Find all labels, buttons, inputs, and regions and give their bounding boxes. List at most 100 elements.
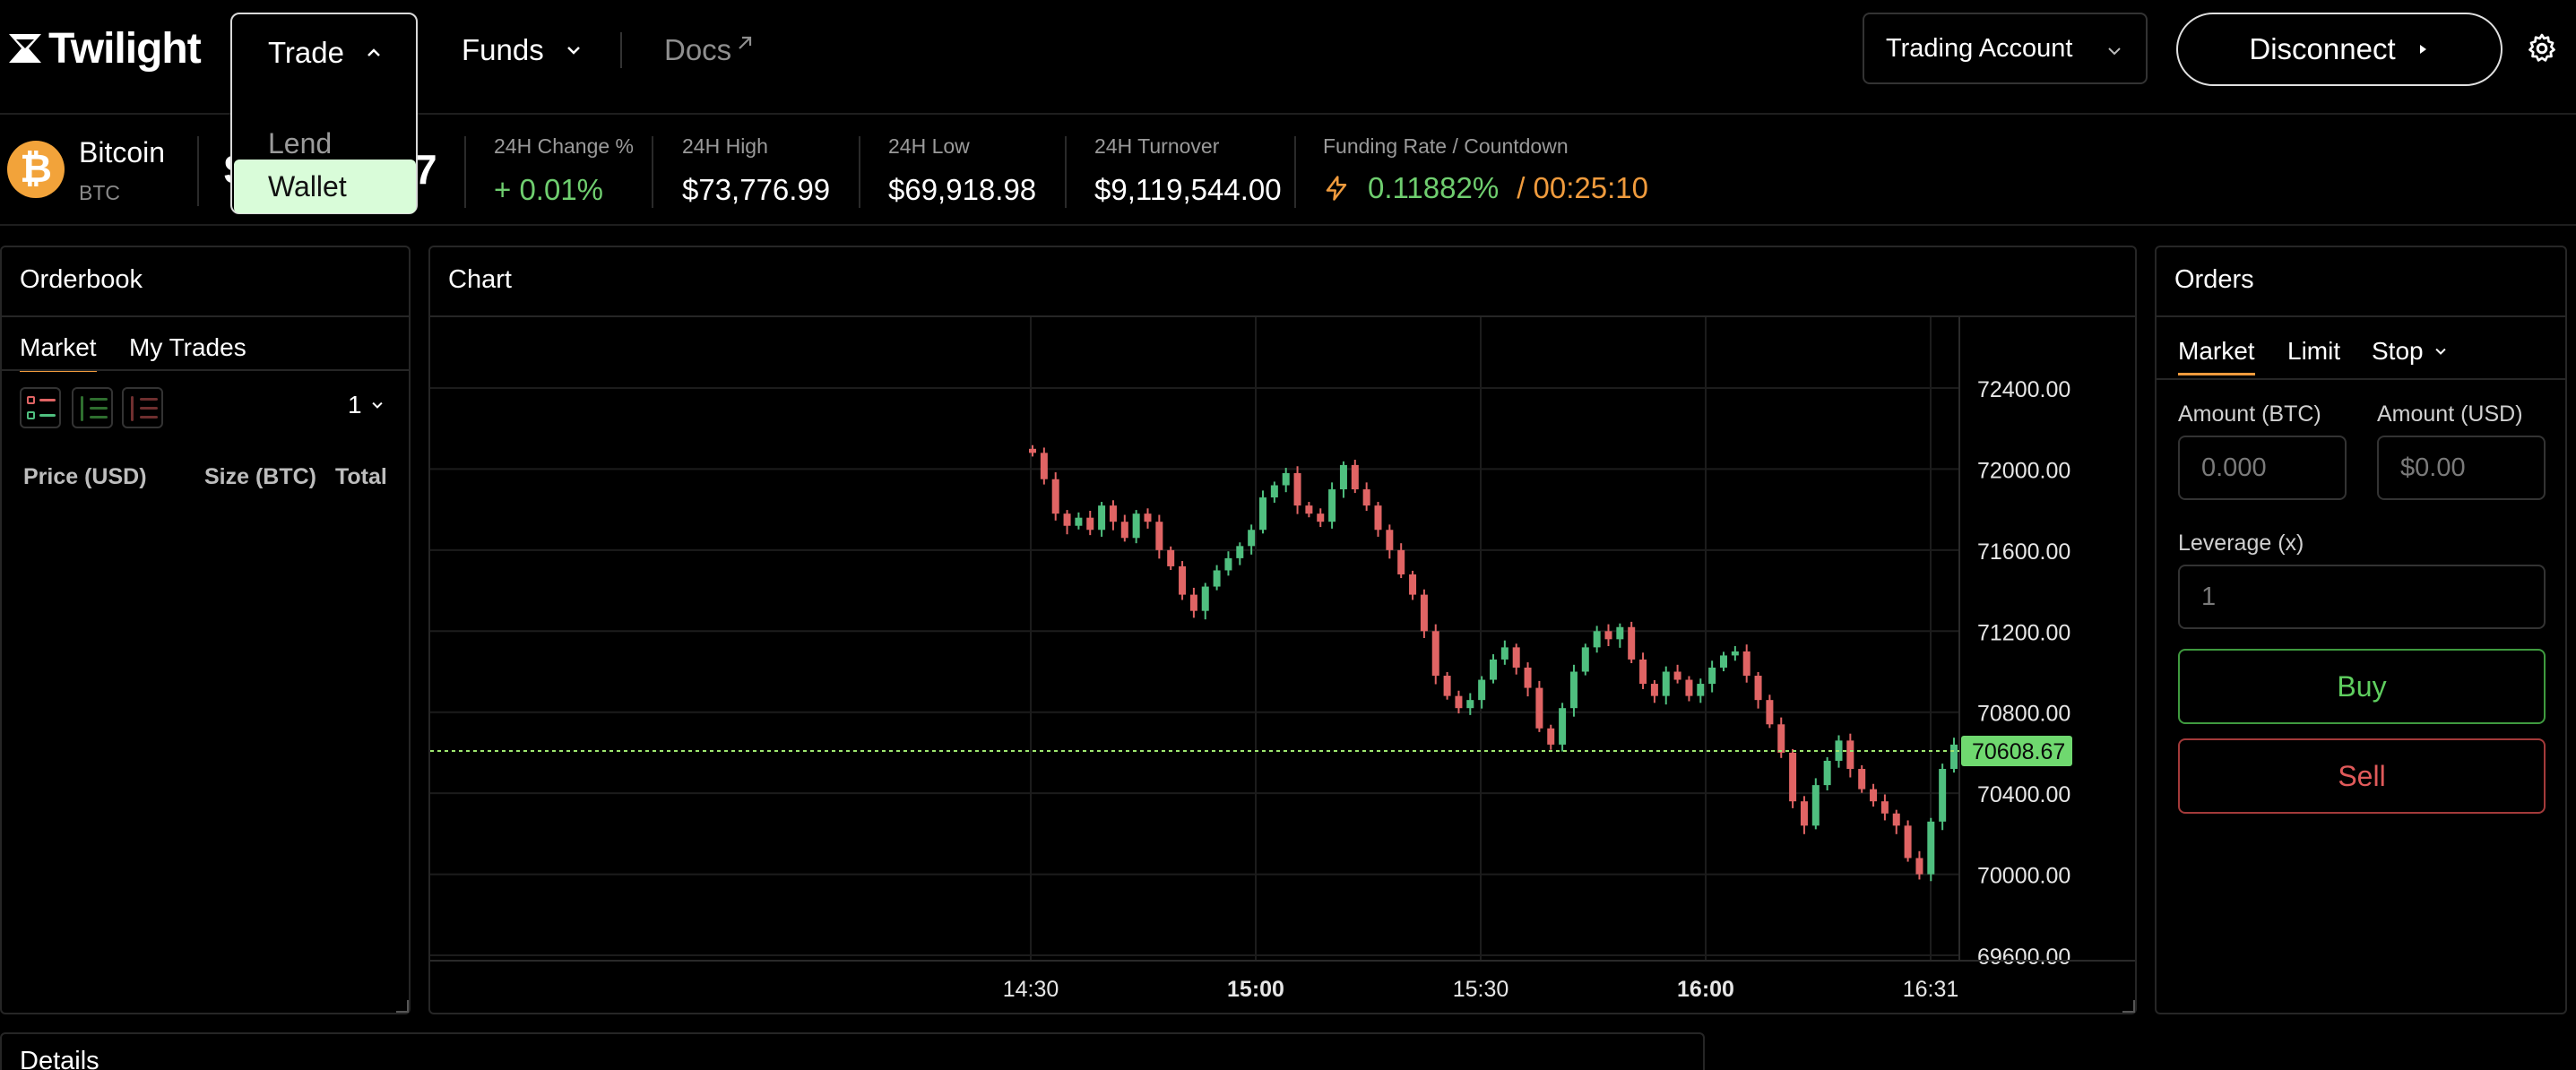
candle bbox=[1167, 546, 1175, 571]
candle bbox=[1040, 447, 1048, 485]
orderbook-tab-my-trades[interactable]: My Trades bbox=[129, 333, 246, 361]
candle bbox=[1685, 676, 1693, 702]
candle bbox=[1339, 461, 1347, 498]
candle bbox=[1305, 502, 1313, 518]
candle bbox=[1800, 796, 1808, 834]
candle bbox=[1179, 561, 1187, 600]
candle bbox=[1950, 738, 1958, 773]
orderbook-col-price: Price (USD) bbox=[23, 464, 147, 489]
orders-tab-limit[interactable]: Limit bbox=[2287, 337, 2341, 365]
buy-button[interactable]: Buy bbox=[2178, 649, 2546, 724]
logo-text: Twilight bbox=[48, 24, 202, 73]
candle bbox=[1777, 717, 1785, 758]
x-tick-label: 16:31 bbox=[1903, 977, 1959, 1002]
chevron-up-icon bbox=[367, 48, 380, 56]
orders-tab-market[interactable]: Market bbox=[2178, 337, 2255, 375]
orderbook-col-total: Total bbox=[335, 464, 387, 489]
candle bbox=[1524, 662, 1532, 697]
trading-account-select[interactable]: Trading Account bbox=[1863, 13, 2148, 84]
funding-row: 0.11882% / 00:25:10 bbox=[1323, 171, 1648, 205]
orderbook-view-bids-icon[interactable] bbox=[72, 387, 113, 428]
candle bbox=[1455, 690, 1463, 714]
candle bbox=[1317, 508, 1325, 528]
candle bbox=[1662, 666, 1670, 705]
amount-usd-input[interactable]: $0.00 bbox=[2377, 436, 2546, 500]
amount-btc-input[interactable]: 0.000 bbox=[2178, 436, 2347, 500]
candle bbox=[1248, 524, 1256, 555]
orders-panel: Orders Market Limit Stop Amount (BTC) 0.… bbox=[2155, 246, 2567, 1014]
stat-value: $73,776.99 bbox=[682, 173, 831, 206]
candle bbox=[1616, 623, 1624, 648]
orderbook-tab-market[interactable]: Market bbox=[20, 333, 97, 372]
candle bbox=[1811, 778, 1820, 830]
stat-label: Funding Rate / Countdown bbox=[1323, 134, 1569, 158]
candle bbox=[1708, 660, 1716, 693]
y-tick-label: 70800.00 bbox=[1977, 702, 2070, 727]
trade-menu-lend[interactable]: Lend bbox=[268, 127, 333, 160]
orders-tab-stop-label: Stop bbox=[2372, 337, 2424, 365]
chart-title: Chart bbox=[448, 265, 512, 294]
ticker-divider bbox=[1065, 136, 1067, 208]
candle bbox=[1051, 472, 1059, 521]
candle bbox=[1858, 764, 1866, 793]
trade-menu-wallet[interactable]: Wallet bbox=[234, 160, 416, 213]
stat-value: $69,918.98 bbox=[888, 173, 1037, 206]
leverage-label: Leverage (x) bbox=[2178, 531, 2304, 556]
orderbook-title: Orderbook bbox=[20, 265, 143, 294]
orders-tab-stop[interactable]: Stop bbox=[2372, 337, 2449, 373]
stat-24h-turnover: 24H Turnover $9,119,544.00 bbox=[1094, 134, 1282, 207]
candle bbox=[1293, 466, 1301, 514]
candle bbox=[1155, 514, 1163, 559]
stat-24h-high: 24H High $73,776.99 bbox=[682, 134, 830, 207]
stat-24h-change: 24H Change % + 0.01% bbox=[494, 134, 634, 207]
candle bbox=[1201, 582, 1209, 620]
orderbook-view-both-icon[interactable] bbox=[20, 387, 61, 428]
orderbook-depth-select[interactable]: 1 bbox=[348, 391, 385, 419]
x-tick-label: 16:00 bbox=[1677, 977, 1734, 1002]
current-price-label: 70608.67 bbox=[1972, 739, 2065, 764]
ticker-divider bbox=[464, 136, 466, 208]
orderbook-view-asks-icon[interactable] bbox=[122, 387, 163, 428]
candle bbox=[1650, 679, 1658, 703]
sell-button[interactable]: Sell bbox=[2178, 738, 2546, 814]
candle bbox=[1639, 652, 1647, 689]
chevron-down-icon bbox=[2434, 348, 2446, 355]
resize-handle[interactable] bbox=[396, 1000, 409, 1013]
nav-docs[interactable]: Docs bbox=[664, 13, 755, 88]
chevron-down-icon bbox=[566, 47, 580, 55]
candle bbox=[1132, 510, 1140, 544]
funding-countdown: / 00:25:10 bbox=[1517, 171, 1648, 204]
candle bbox=[1259, 490, 1266, 534]
candle bbox=[1063, 510, 1071, 535]
disconnect-label: Disconnect bbox=[2249, 32, 2396, 65]
candle bbox=[1386, 524, 1394, 559]
trading-account-label: Trading Account bbox=[1886, 33, 2073, 63]
candle bbox=[1512, 643, 1520, 675]
candle bbox=[1892, 809, 1900, 834]
stat-label: 24H Change % bbox=[494, 134, 634, 158]
trade-dropdown: Trade Lend Wallet bbox=[230, 13, 418, 214]
candle bbox=[1673, 664, 1681, 684]
orders-title: Orders bbox=[2174, 265, 2254, 294]
gear-icon[interactable] bbox=[2526, 32, 2558, 65]
price-chart[interactable]: 72400.00 72000.00 71600.00 71200.00 70800.00… bbox=[430, 247, 2135, 1013]
x-tick-label: 15:00 bbox=[1227, 977, 1284, 1002]
leverage-input[interactable]: 1 bbox=[2178, 565, 2546, 629]
candle bbox=[1282, 468, 1290, 493]
candle bbox=[1870, 783, 1878, 807]
x-tick-label: 14:30 bbox=[1003, 977, 1059, 1002]
twilight-logo[interactable]: Twilight bbox=[7, 23, 202, 73]
panel-divider bbox=[2157, 315, 2565, 317]
nav-funds[interactable]: Funds bbox=[462, 13, 583, 88]
candle bbox=[1742, 644, 1750, 683]
candle bbox=[1431, 624, 1439, 685]
resize-handle[interactable] bbox=[2122, 1000, 2135, 1013]
nav-trade[interactable]: Trade bbox=[268, 36, 384, 70]
y-tick-label: 72000.00 bbox=[1977, 458, 2070, 483]
chart-panel: Chart 72400.00 72000.00 71600.00 71200.00 70… bbox=[428, 246, 2137, 1014]
panel-divider bbox=[2, 315, 409, 317]
disconnect-button[interactable]: Disconnect bbox=[2176, 13, 2503, 86]
bitcoin-icon: ₿ bbox=[7, 141, 65, 198]
current-price-badge bbox=[1961, 735, 2072, 766]
candle bbox=[1927, 817, 1935, 882]
